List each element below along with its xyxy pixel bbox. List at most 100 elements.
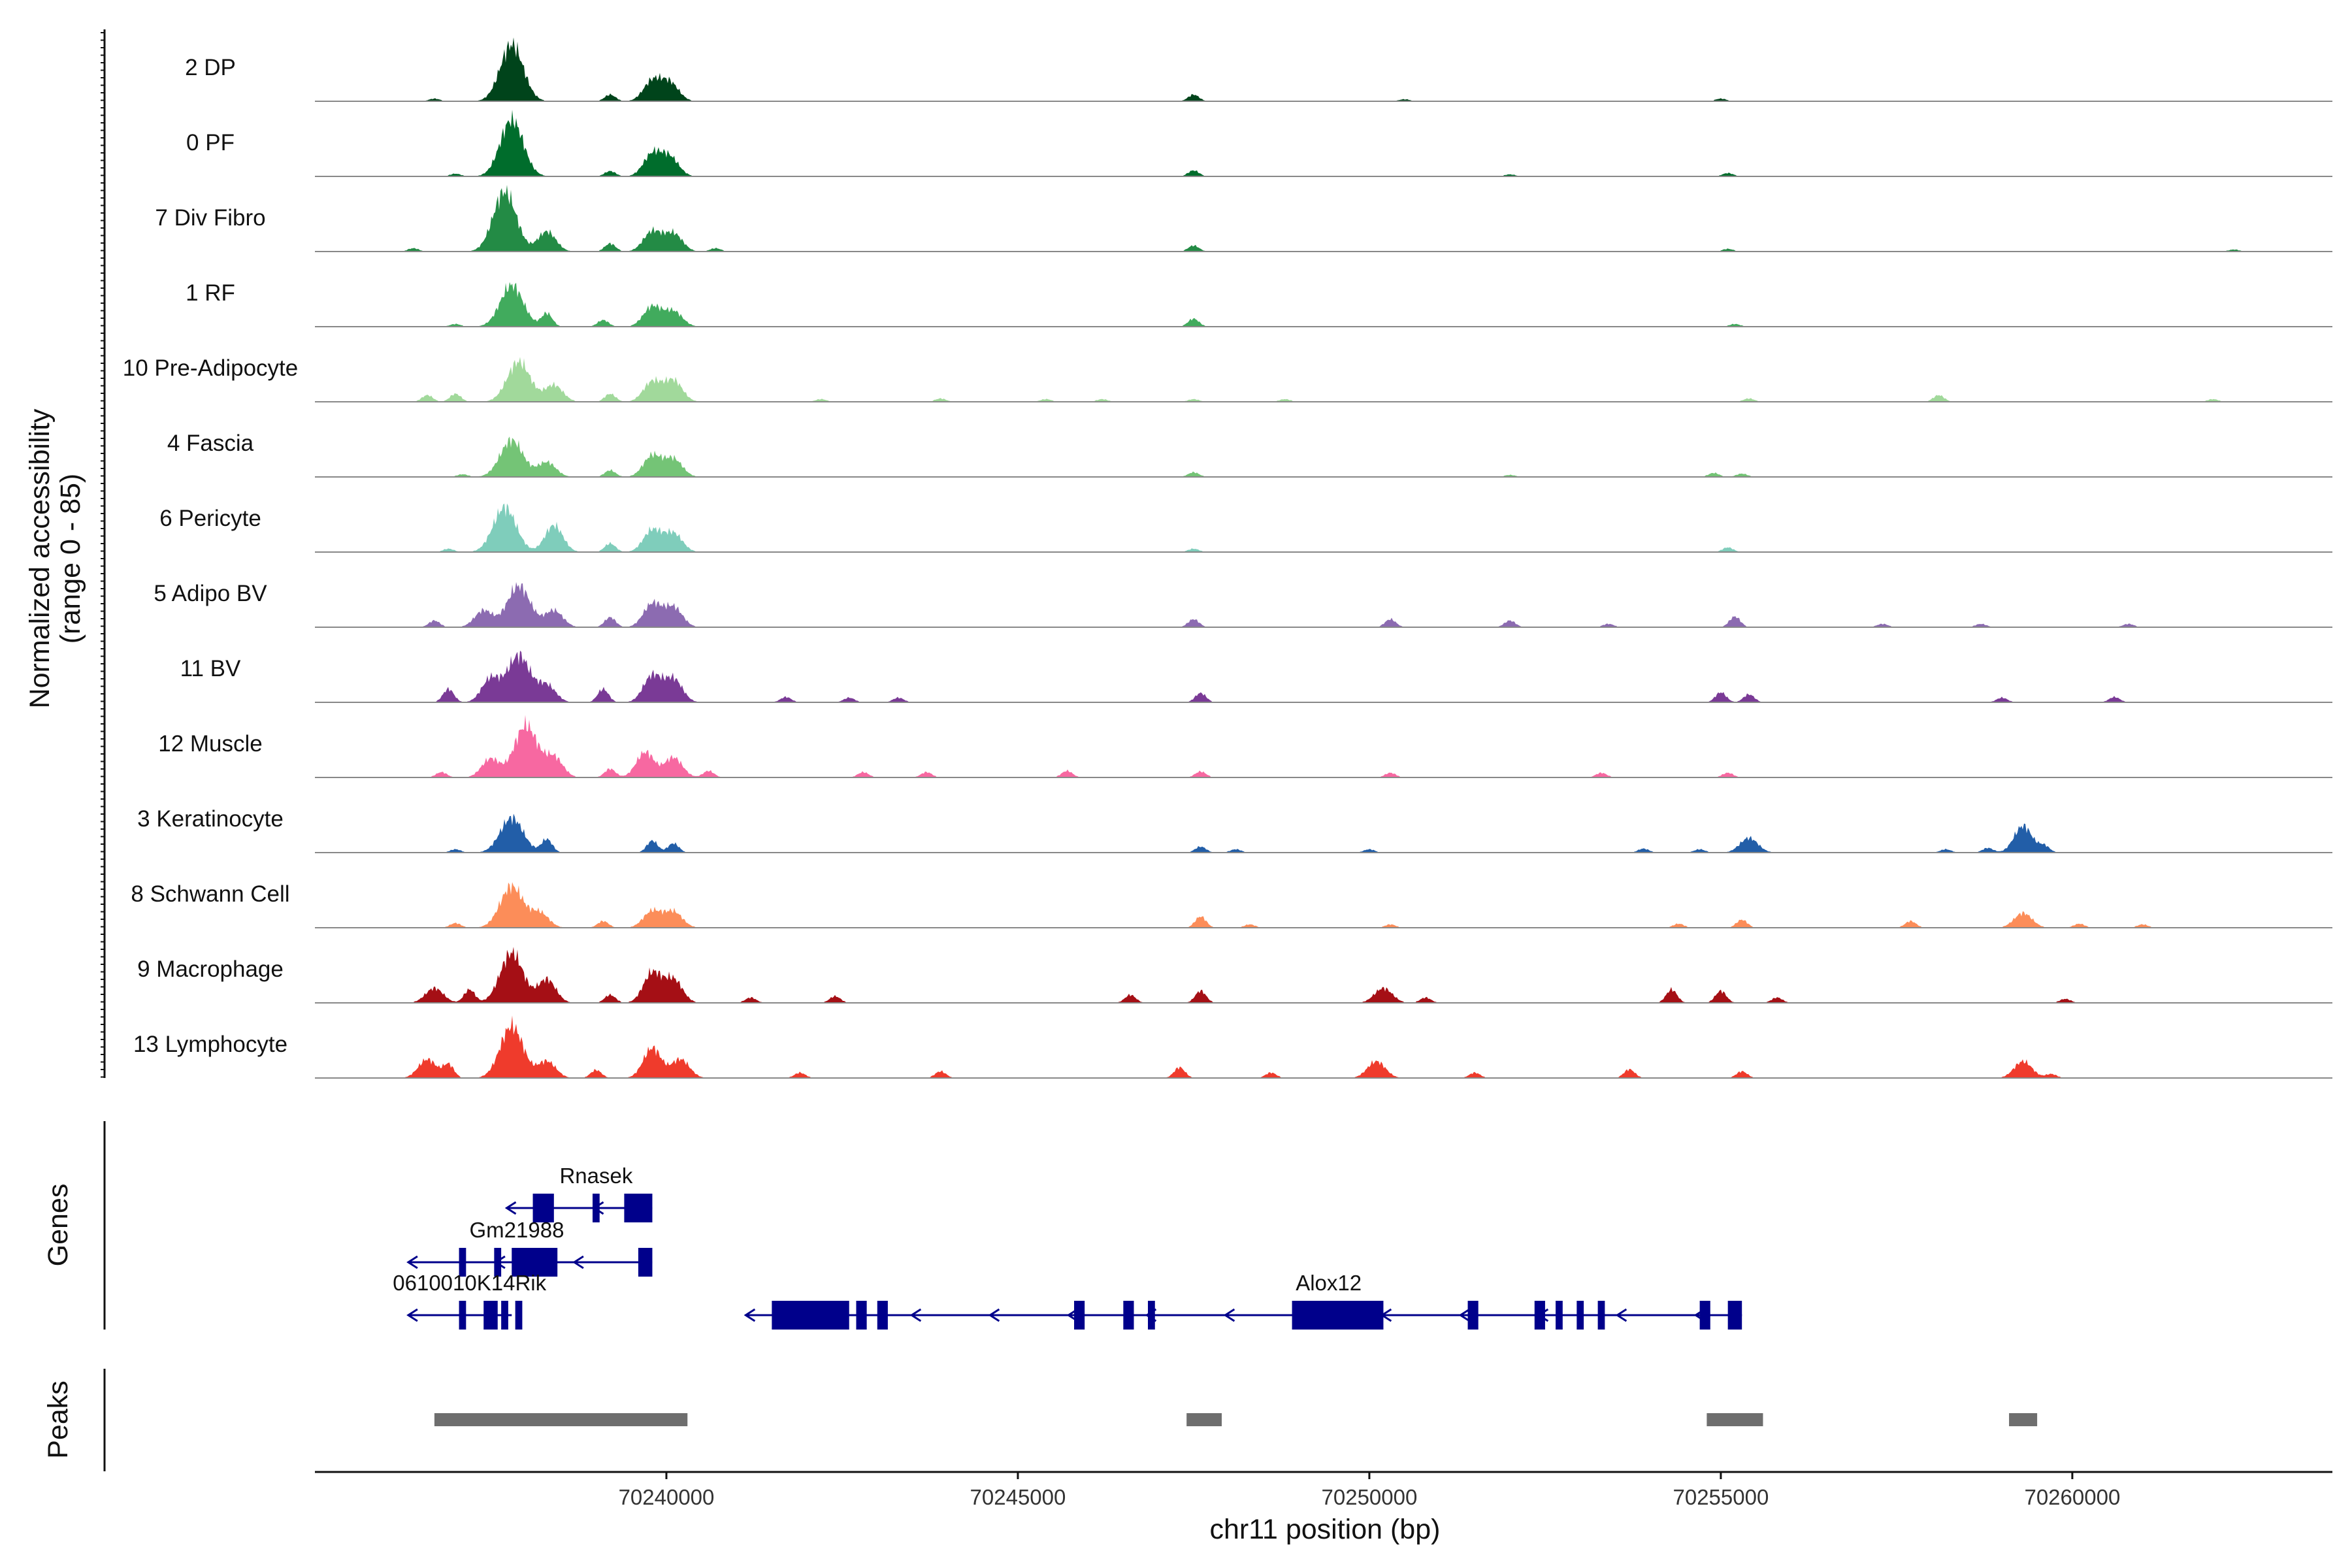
coverage-tracks: 2 DP 0 PF 7 Div Fibro 1 RF 10 Pre-Adipocyte 4… [123,37,2332,1079]
coverage-area [315,37,2332,102]
strand-arrow [988,1308,1000,1322]
track-13-lymphocyte: 13 Lymphocyte [133,1015,2332,1079]
track-label: 3 Keratinocyte [137,806,284,832]
exon [1534,1301,1545,1330]
coverage-area [315,581,2332,627]
track-10-pre-adipocyte: 10 Pre-Adipocyte [123,355,2332,402]
x-tick-label: 70250000 [1322,1485,1418,1509]
coverage-area [315,813,2332,853]
track-8-schwann-cell: 8 Schwann Cell [131,881,2332,928]
track-label: 8 Schwann Cell [131,881,289,907]
track-label: 2 DP [185,55,236,80]
track-label: 9 Macrophage [137,956,284,982]
track-label: 11 BV [180,656,241,681]
exon [459,1301,466,1330]
coverage-area [315,650,2332,702]
exon [1699,1301,1710,1330]
peak-region [2009,1413,2038,1426]
peak-region [434,1413,688,1426]
exon [1576,1301,1584,1330]
strand-arrow [406,1255,418,1269]
exon [494,1248,502,1277]
track-2-dp: 2 DP [185,37,2332,102]
track-label: 0 PF [186,130,235,155]
peaks-panel-label: Peaks [42,1380,74,1459]
gene-track: Rnasek Gm21988 0610010K14Rik Alox12 [393,1164,1742,1330]
gene-label: 0610010K14Rik [393,1271,546,1295]
strand-arrow [504,1201,517,1215]
y-axis-range: (range 0 - 85) [55,474,86,644]
gene-rnasek: Rnasek [504,1164,653,1222]
gene-gm21988: Gm21988 [406,1218,653,1277]
coverage-area [315,185,2332,252]
track-3-keratinocyte: 3 Keratinocyte [137,806,2332,853]
exon [638,1248,653,1277]
exon [459,1248,466,1277]
exon [593,1194,600,1222]
exon [532,1194,554,1222]
exon [501,1301,508,1330]
track-label: 4 Fascia [167,431,254,456]
exon [1292,1301,1384,1330]
track-0-pf: 0 PF [186,110,2332,177]
peak-region [1707,1413,1763,1426]
track-5-adipo-bv: 5 Adipo BV [154,581,2332,628]
track-label: 1 RF [186,280,235,306]
track-label: 7 Div Fibro [155,205,265,231]
coverage-area [315,1015,2332,1078]
track-7-div-fibro: 7 Div Fibro [155,185,2332,252]
track-label: 6 Pericyte [159,506,261,531]
coverage-area [315,947,2332,1003]
track-6-pericyte: 6 Pericyte [159,503,2332,553]
genes-panel-label: Genes [42,1184,74,1267]
exon [1727,1301,1742,1330]
x-tick-label: 70245000 [970,1485,1066,1509]
strand-arrow [909,1308,922,1322]
exon [1074,1301,1085,1330]
track-label: 13 Lymphocyte [133,1032,287,1057]
track-label: 10 Pre-Adipocyte [123,355,298,381]
strand-arrow [406,1308,418,1322]
coverage-area [315,715,2332,777]
track-12-muscle: 12 Muscle [158,715,2332,778]
gene-label: Alox12 [1296,1271,1362,1295]
track-label: 12 Muscle [158,731,263,757]
coverage-area [315,503,2332,552]
peak-region [1186,1413,1222,1426]
strand-arrow [743,1308,756,1322]
exon [483,1301,498,1330]
gene-alox12: Alox12 [743,1271,1742,1330]
track-11-bv: 11 BV [180,650,2332,703]
x-tick-label: 70255000 [1673,1485,1769,1509]
coverage-area [315,110,2332,176]
track-label: 5 Adipo BV [154,581,267,606]
x-tick-label: 70240000 [619,1485,715,1509]
track-4-fascia: 4 Fascia [167,431,2332,478]
exon [1148,1301,1155,1330]
x-tick-label: 70260000 [2024,1485,2120,1509]
gene-label: Gm21988 [470,1218,564,1242]
exon [1556,1301,1563,1330]
exon [624,1194,653,1222]
exon [877,1301,888,1330]
strand-arrow [1458,1308,1471,1322]
exon [1597,1301,1605,1330]
strand-arrow [572,1255,584,1269]
exon [1467,1301,1478,1330]
exon [856,1301,867,1330]
exon [512,1248,558,1277]
strand-arrow [1615,1308,1627,1322]
y-axis-title: Normalized accessibility [24,408,56,708]
coverage-area [315,357,2332,402]
peak-track [434,1413,2038,1426]
exon [772,1301,849,1330]
gene-label: Rnasek [559,1164,632,1188]
coverage-area [315,882,2332,928]
track-1-rf: 1 RF [186,280,2332,327]
x-axis-title: chr11 position (bp) [1210,1514,1441,1545]
exon [1123,1301,1134,1330]
gene-0610010k14rik: 0610010K14Rik [393,1271,547,1330]
exon [515,1301,523,1330]
track-9-macrophage: 9 Macrophage [137,947,2332,1004]
